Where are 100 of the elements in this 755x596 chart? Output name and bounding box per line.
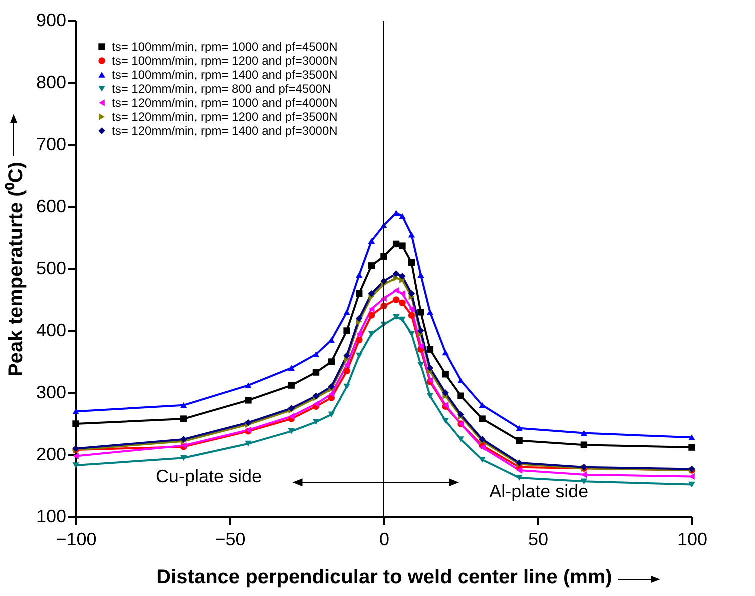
- point: [313, 400, 320, 408]
- point: [356, 290, 363, 298]
- point: [344, 368, 350, 375]
- point: [328, 337, 335, 344]
- point: [344, 309, 350, 316]
- point: [288, 428, 295, 434]
- point: [399, 316, 406, 323]
- point: [288, 382, 295, 389]
- point: [368, 290, 376, 298]
- point: [312, 419, 320, 426]
- point: [418, 362, 424, 368]
- point: [442, 350, 449, 356]
- point: [312, 369, 320, 376]
- legend-label: ts= 120mm/min, rpm= 1000 and pf=4000N: [112, 96, 338, 110]
- point: [328, 390, 335, 398]
- y-tick-label: 800: [36, 72, 66, 92]
- legend-label: ts= 100mm/min, rpm= 1200 and pf=3000N: [112, 54, 338, 68]
- point: [418, 343, 424, 350]
- point: [516, 475, 523, 481]
- legend-label: ts= 120mm/min, rpm= 800 and pf=4500N: [112, 82, 332, 96]
- point: [368, 238, 376, 244]
- point: [356, 336, 363, 344]
- y-tick-label: 500: [36, 258, 66, 278]
- point: [288, 413, 295, 420]
- point: [392, 270, 400, 278]
- point: [344, 328, 350, 334]
- point: [408, 306, 415, 313]
- x-axis-title: Distance perpendicular to weld center line (mm): [156, 566, 612, 588]
- point: [688, 444, 696, 451]
- y-tick-label: 400: [36, 320, 66, 340]
- point: [392, 314, 400, 320]
- point: [180, 416, 188, 422]
- point: [399, 213, 406, 220]
- point: [458, 392, 464, 400]
- point: [72, 462, 80, 468]
- x-tick-label: 100: [677, 530, 708, 550]
- point: [312, 352, 320, 358]
- point: [328, 358, 335, 366]
- point: [245, 382, 252, 388]
- x-tick-label: −50: [215, 530, 246, 550]
- point: [344, 352, 350, 360]
- point: [442, 418, 449, 424]
- point: [344, 362, 350, 368]
- point: [516, 437, 523, 444]
- point: [288, 365, 295, 372]
- legend-label: ts= 120mm/min, rpm= 1400 and pf=3000N: [112, 124, 338, 138]
- y-tick-label: 700: [36, 134, 66, 154]
- point: [356, 272, 363, 278]
- point: [392, 210, 400, 216]
- annotation: Cu-plate side: [156, 466, 262, 487]
- point: [344, 384, 350, 390]
- point: [426, 364, 434, 372]
- point: [399, 273, 406, 280]
- point: [72, 408, 80, 415]
- point: [418, 272, 424, 278]
- point: [393, 287, 400, 294]
- y-tick-label: 900: [36, 10, 66, 30]
- point: [180, 402, 188, 408]
- point: [393, 274, 400, 282]
- point: [426, 309, 434, 316]
- point: [418, 328, 424, 334]
- point: [479, 402, 486, 408]
- point: [408, 312, 416, 319]
- point: [180, 455, 188, 462]
- point: [442, 390, 449, 396]
- point: [400, 290, 406, 298]
- y-tick-label: 300: [36, 382, 66, 402]
- point: [580, 442, 588, 448]
- point: [328, 412, 335, 418]
- point: [580, 430, 588, 436]
- point: [380, 253, 388, 260]
- point: [399, 300, 406, 306]
- point: [688, 482, 696, 488]
- point: [368, 262, 376, 270]
- legend-label: ts= 100mm/min, rpm= 1400 and pf=3500N: [112, 68, 338, 82]
- legend-label: ts= 120mm/min, rpm= 1200 and pf=3500N: [112, 110, 338, 124]
- point: [72, 420, 80, 428]
- y-tick-label: 100: [36, 506, 66, 526]
- point: [580, 478, 588, 485]
- point: [408, 331, 416, 338]
- point: [442, 371, 449, 378]
- point: [516, 425, 523, 432]
- point: [356, 315, 363, 322]
- point: [328, 383, 335, 390]
- legend-label: ts= 100mm/min, rpm= 1000 and pf=4500N: [112, 40, 338, 54]
- point: [426, 393, 434, 400]
- point: [458, 436, 464, 442]
- point: [458, 378, 464, 384]
- y-tick-label: 200: [36, 444, 66, 464]
- point: [426, 346, 434, 353]
- point: [479, 416, 486, 422]
- point: [73, 452, 79, 460]
- y-tick-label: 600: [36, 196, 66, 216]
- x-tick-label: 50: [528, 530, 549, 550]
- point: [392, 296, 400, 304]
- point: [408, 259, 416, 266]
- point: [368, 306, 375, 313]
- point: [399, 242, 406, 250]
- point: [418, 309, 424, 316]
- point: [408, 290, 416, 298]
